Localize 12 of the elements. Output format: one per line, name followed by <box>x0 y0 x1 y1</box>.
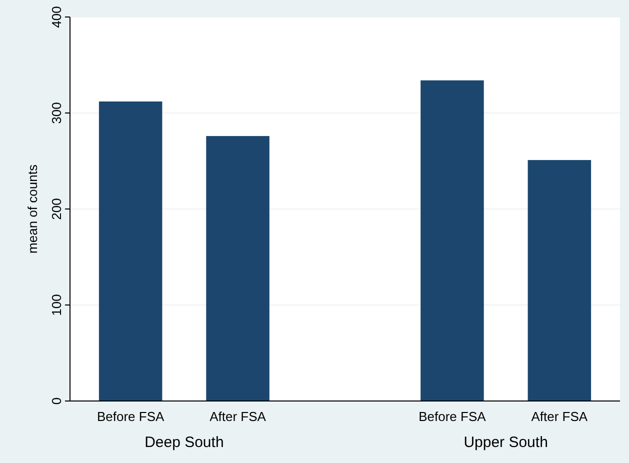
y-tick-label: 300 <box>49 102 64 124</box>
y-tick-label: 400 <box>49 6 64 28</box>
y-tick-label: 100 <box>49 294 64 316</box>
text: Deep South <box>144 434 224 451</box>
x-tick-label: After FSA <box>531 409 588 424</box>
y-axis-title: mean of counts <box>25 164 40 254</box>
x-tick-label: After FSA <box>210 409 266 424</box>
x-tick-label: Before FSA <box>418 409 486 424</box>
y-tick-label: 200 <box>49 198 64 220</box>
text: Upper South <box>464 434 548 451</box>
x-tick-label: Before FSA <box>96 409 164 424</box>
y-tick-label: 0 <box>49 397 64 405</box>
